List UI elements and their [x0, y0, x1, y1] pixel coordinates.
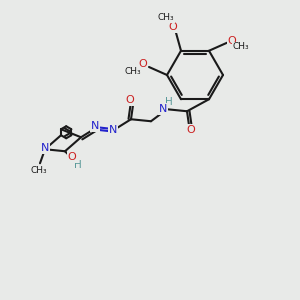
Text: N: N: [91, 121, 99, 131]
Text: N: N: [109, 125, 117, 135]
Text: O: O: [228, 36, 236, 46]
Text: N: N: [41, 143, 49, 153]
Text: O: O: [126, 95, 134, 105]
Text: CH₃: CH₃: [31, 166, 47, 175]
Text: O: O: [139, 59, 147, 69]
Text: H: H: [165, 97, 173, 107]
Text: O: O: [187, 125, 195, 135]
Text: CH₃: CH₃: [125, 68, 141, 76]
Text: O: O: [68, 152, 76, 162]
Text: CH₃: CH₃: [233, 42, 249, 51]
Text: N: N: [159, 104, 167, 114]
Text: CH₃: CH₃: [158, 13, 174, 22]
Text: O: O: [169, 22, 177, 32]
Text: H: H: [74, 160, 82, 170]
